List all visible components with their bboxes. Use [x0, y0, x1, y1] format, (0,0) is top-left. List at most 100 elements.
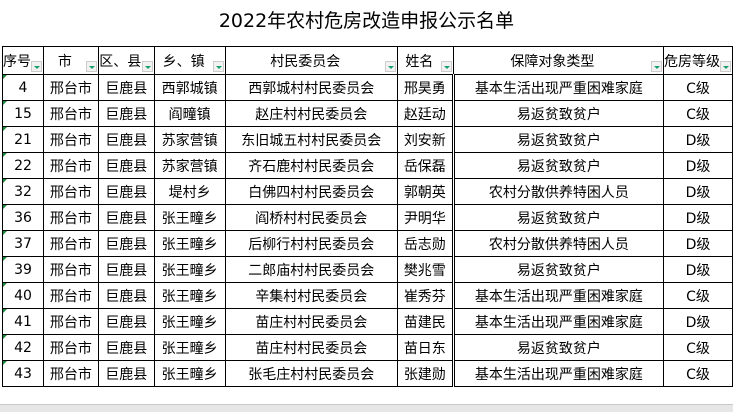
- cell-county[interactable]: 巨鹿县: [97, 204, 155, 231]
- column-header-committee[interactable]: 村民委员会: [224, 46, 398, 75]
- cell-town[interactable]: 张王疃乡: [153, 204, 226, 231]
- cell-committee[interactable]: 白佛四村村民委员会: [224, 178, 398, 205]
- cell-city[interactable]: 邢台市: [43, 74, 99, 101]
- cell-county[interactable]: 巨鹿县: [97, 152, 155, 179]
- cell-committee[interactable]: 西郭城村村民委员会: [224, 74, 398, 101]
- cell-city[interactable]: 邢台市: [43, 178, 99, 205]
- cell-type[interactable]: 易返贫致贫户: [452, 334, 664, 361]
- column-header-city[interactable]: 市: [43, 46, 99, 75]
- cell-name[interactable]: 崔秀芬: [396, 282, 455, 309]
- cell-level[interactable]: D级: [662, 230, 733, 257]
- column-header-type[interactable]: 保障对象类型: [452, 46, 664, 75]
- cell-town[interactable]: 张王疃乡: [153, 282, 226, 309]
- cell-committee[interactable]: 二郎庙村村民委员会: [224, 256, 398, 283]
- cell-committee[interactable]: 齐石鹿村村民委员会: [224, 152, 398, 179]
- cell-level[interactable]: C级: [662, 360, 733, 387]
- cell-seq[interactable]: 42: [2, 334, 44, 361]
- cell-level[interactable]: C级: [662, 100, 733, 127]
- cell-name[interactable]: 岳志勋: [396, 230, 455, 257]
- filter-dropdown-icon[interactable]: [31, 61, 42, 72]
- cell-seq[interactable]: 4: [2, 74, 44, 101]
- cell-seq[interactable]: 40: [2, 282, 44, 309]
- cell-committee[interactable]: 东旧城五村村民委员会: [224, 126, 398, 153]
- cell-level[interactable]: D级: [662, 308, 733, 335]
- cell-county[interactable]: 巨鹿县: [97, 178, 155, 205]
- filter-dropdown-icon[interactable]: [141, 61, 153, 72]
- cell-name[interactable]: 岳保磊: [396, 152, 455, 179]
- cell-type[interactable]: 易返贫致贫户: [452, 100, 664, 127]
- filter-dropdown-icon[interactable]: [85, 61, 97, 72]
- cell-county[interactable]: 巨鹿县: [97, 74, 155, 101]
- cell-type[interactable]: 农村分散供养特困人员: [452, 230, 664, 257]
- cell-committee[interactable]: 苗庄村村民委员会: [224, 334, 398, 361]
- cell-city[interactable]: 邢台市: [43, 152, 99, 179]
- cell-city[interactable]: 邢台市: [43, 256, 99, 283]
- cell-city[interactable]: 邢台市: [43, 230, 99, 257]
- cell-city[interactable]: 邢台市: [43, 334, 99, 361]
- cell-seq[interactable]: 32: [2, 178, 44, 205]
- cell-town[interactable]: 张王疃乡: [153, 308, 226, 335]
- cell-seq[interactable]: 43: [2, 360, 44, 387]
- cell-level[interactable]: D级: [662, 152, 733, 179]
- cell-county[interactable]: 巨鹿县: [97, 256, 155, 283]
- cell-type[interactable]: 易返贫致贫户: [452, 204, 664, 231]
- cell-county[interactable]: 巨鹿县: [97, 230, 155, 257]
- cell-seq[interactable]: 41: [2, 308, 44, 335]
- cell-county[interactable]: 巨鹿县: [97, 282, 155, 309]
- cell-name[interactable]: 邢昊勇: [396, 74, 455, 101]
- cell-name[interactable]: 郭朝英: [396, 178, 455, 205]
- cell-name[interactable]: 樊兆雪: [396, 256, 455, 283]
- cell-committee[interactable]: 辛集村村民委员会: [224, 282, 398, 309]
- cell-name[interactable]: 赵廷动: [396, 100, 455, 127]
- cell-town[interactable]: 张王疃乡: [153, 256, 226, 283]
- cell-town[interactable]: 苏家营镇: [153, 126, 226, 153]
- cell-town[interactable]: 张王疃乡: [153, 230, 226, 257]
- cell-seq[interactable]: 36: [2, 204, 44, 231]
- column-header-level[interactable]: 危房等级: [662, 46, 733, 75]
- cell-type[interactable]: 基本生活出现严重困难家庭: [452, 308, 664, 335]
- cell-name[interactable]: 尹明华: [396, 204, 455, 231]
- cell-seq[interactable]: 22: [2, 152, 44, 179]
- cell-level[interactable]: D级: [662, 178, 733, 205]
- cell-city[interactable]: 邢台市: [43, 100, 99, 127]
- cell-city[interactable]: 邢台市: [43, 126, 99, 153]
- cell-town[interactable]: 阎疃镇: [153, 100, 226, 127]
- cell-city[interactable]: 邢台市: [43, 204, 99, 231]
- cell-seq[interactable]: 15: [2, 100, 44, 127]
- filter-dropdown-icon[interactable]: [650, 61, 662, 72]
- cell-county[interactable]: 巨鹿县: [97, 360, 155, 387]
- column-header-county[interactable]: 区、县: [97, 46, 155, 75]
- cell-county[interactable]: 巨鹿县: [97, 100, 155, 127]
- filter-dropdown-icon[interactable]: [384, 61, 396, 72]
- cell-seq[interactable]: 39: [2, 256, 44, 283]
- cell-city[interactable]: 邢台市: [43, 308, 99, 335]
- filter-dropdown-icon[interactable]: [720, 61, 731, 72]
- column-header-town[interactable]: 乡、镇: [153, 46, 226, 75]
- filter-dropdown-icon[interactable]: [440, 61, 452, 72]
- cell-city[interactable]: 邢台市: [43, 282, 99, 309]
- cell-committee[interactable]: 赵庄村村民委员会: [224, 100, 398, 127]
- cell-name[interactable]: 苗建民: [396, 308, 455, 335]
- cell-name[interactable]: 刘安新: [396, 126, 455, 153]
- cell-county[interactable]: 巨鹿县: [97, 334, 155, 361]
- cell-type[interactable]: 基本生活出现严重困难家庭: [452, 74, 664, 101]
- cell-level[interactable]: C级: [662, 74, 733, 101]
- cell-level[interactable]: D级: [662, 256, 733, 283]
- cell-level[interactable]: C级: [662, 334, 733, 361]
- cell-type[interactable]: 基本生活出现严重困难家庭: [452, 360, 664, 387]
- cell-committee[interactable]: 后柳行村村民委员会: [224, 230, 398, 257]
- cell-type[interactable]: 农村分散供养特困人员: [452, 178, 664, 205]
- cell-level[interactable]: C级: [662, 282, 733, 309]
- cell-town[interactable]: 张王疃乡: [153, 360, 226, 387]
- column-header-name[interactable]: 姓名: [396, 46, 454, 75]
- cell-seq[interactable]: 37: [2, 230, 44, 257]
- cell-type[interactable]: 基本生活出现严重困难家庭: [452, 282, 664, 309]
- cell-committee[interactable]: 阎桥村村民委员会: [224, 204, 398, 231]
- cell-level[interactable]: D级: [662, 204, 733, 231]
- column-header-seq[interactable]: 序号: [2, 46, 44, 75]
- cell-type[interactable]: 易返贫致贫户: [452, 152, 664, 179]
- cell-level[interactable]: D级: [662, 126, 733, 153]
- cell-name[interactable]: 苗日东: [396, 334, 455, 361]
- cell-committee[interactable]: 苗庄村村民委员会: [224, 308, 398, 335]
- cell-name[interactable]: 张建勋: [396, 360, 455, 387]
